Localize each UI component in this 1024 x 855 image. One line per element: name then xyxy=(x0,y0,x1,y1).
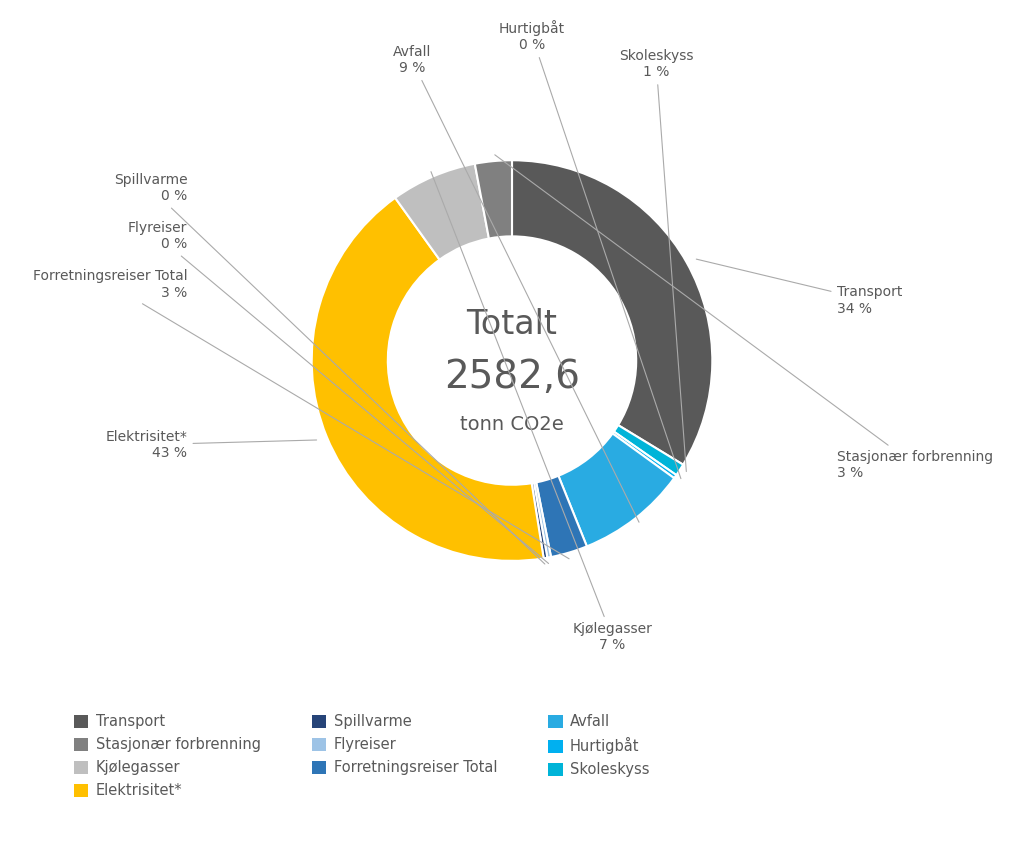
Wedge shape xyxy=(311,198,544,561)
Text: Hurtigbåt
0 %: Hurtigbåt 0 % xyxy=(499,20,681,479)
Text: Transport
34 %: Transport 34 % xyxy=(696,259,902,315)
Text: Forretningsreiser Total
3 %: Forretningsreiser Total 3 % xyxy=(33,269,569,559)
Text: 2582,6: 2582,6 xyxy=(444,357,580,396)
Wedge shape xyxy=(531,483,548,558)
Text: Spillvarme
0 %: Spillvarme 0 % xyxy=(114,174,545,564)
Text: Totalt: Totalt xyxy=(467,308,557,341)
Wedge shape xyxy=(534,482,551,557)
Wedge shape xyxy=(512,160,713,464)
Text: Avfall
9 %: Avfall 9 % xyxy=(392,45,639,522)
Wedge shape xyxy=(475,160,512,239)
Wedge shape xyxy=(558,433,674,546)
Wedge shape xyxy=(612,432,676,478)
Wedge shape xyxy=(537,475,587,557)
Text: Skoleskyss
1 %: Skoleskyss 1 % xyxy=(618,49,693,472)
Text: Flyreiser
0 %: Flyreiser 0 % xyxy=(128,221,549,563)
Text: Elektrisitet*
43 %: Elektrisitet* 43 % xyxy=(105,429,316,460)
Wedge shape xyxy=(614,425,683,475)
Legend: Transport, Stasjonær forbrenning, Kjølegasser, Elektrisitet*, Spillvarme, Flyrei: Transport, Stasjonær forbrenning, Kjøleg… xyxy=(68,709,655,804)
Wedge shape xyxy=(395,164,488,260)
Text: Stasjonær forbrenning
3 %: Stasjonær forbrenning 3 % xyxy=(495,155,992,480)
Text: tonn CO2e: tonn CO2e xyxy=(460,416,564,434)
Text: Kjølegasser
7 %: Kjølegasser 7 % xyxy=(431,172,652,652)
